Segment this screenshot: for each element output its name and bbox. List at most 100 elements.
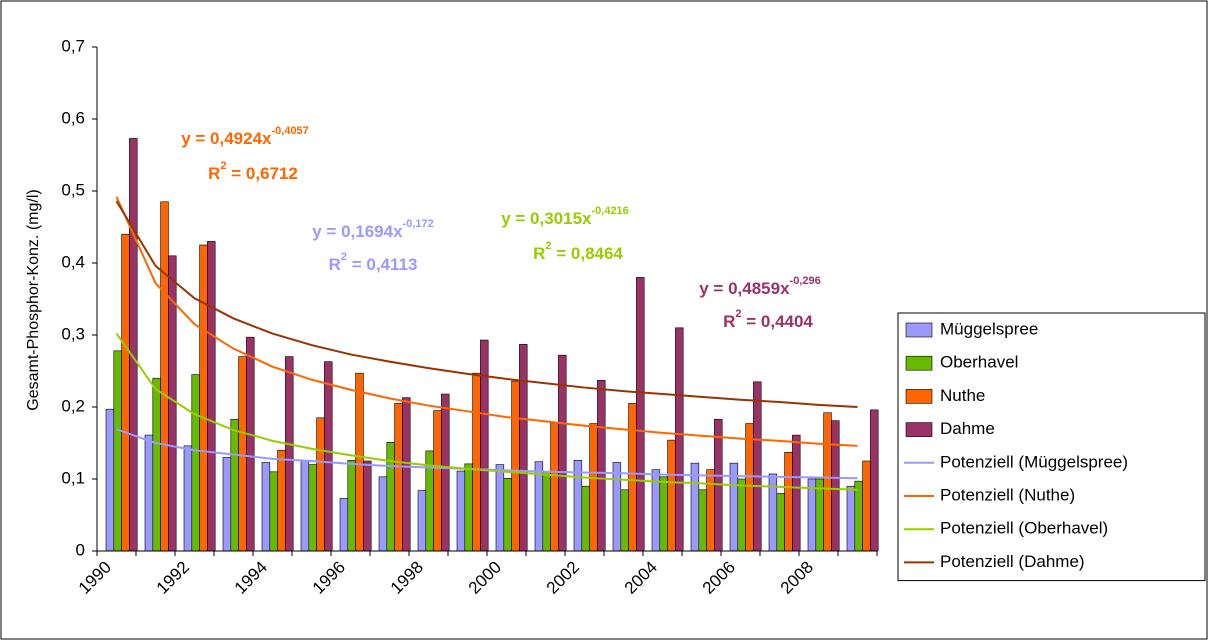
legend-label: Dahme — [940, 419, 995, 438]
bar — [402, 397, 411, 552]
bar — [870, 409, 879, 552]
legend-label: Oberhavel — [940, 353, 1018, 372]
bar — [690, 462, 700, 552]
bar — [386, 441, 395, 552]
bar — [831, 420, 840, 552]
equation-text: y = 0,1694x — [312, 222, 403, 241]
bar — [339, 498, 349, 552]
bar — [269, 471, 278, 552]
bar — [581, 485, 590, 552]
bar — [238, 356, 247, 552]
legend-label: Potenziell (Nuthe) — [940, 485, 1075, 504]
bar — [472, 372, 481, 552]
y-tick-label: 0,1 — [61, 468, 85, 487]
equation-exponent: -0,296 — [790, 275, 821, 287]
bar — [480, 339, 489, 552]
bar — [737, 478, 746, 552]
legend-label: Potenziell (Oberhavel) — [940, 519, 1108, 538]
r-text: R — [723, 312, 735, 331]
legend-swatch — [905, 389, 933, 404]
r-value: = 0,4404 — [742, 312, 814, 331]
bar — [433, 410, 442, 552]
y-tick-label: 0,2 — [61, 396, 85, 415]
bar — [854, 480, 863, 552]
bar — [324, 361, 333, 552]
r-sup: 2 — [735, 308, 741, 320]
equation-text: y = 0,3015x — [501, 209, 592, 228]
legend-label: Müggelspree — [940, 319, 1038, 338]
bar — [129, 138, 138, 552]
bar — [199, 244, 208, 552]
r-value: = 0,8464 — [552, 244, 624, 263]
equation-exponent: -0,4216 — [591, 205, 628, 217]
y-tick-label: 0,4 — [61, 252, 85, 271]
bar — [300, 459, 310, 552]
bar — [745, 423, 754, 552]
trend-equation: y = 0,4924x-0,4057 — [181, 125, 309, 149]
y-tick-label: 0,5 — [61, 180, 85, 199]
bar — [152, 377, 161, 552]
r-sup: 2 — [545, 240, 551, 252]
trend-equation: y = 0,1694x-0,172 — [312, 218, 433, 242]
bar — [768, 473, 778, 552]
bar — [246, 336, 255, 552]
bar — [355, 372, 364, 552]
trend-equation: y = 0,3015x-0,4216 — [501, 205, 629, 229]
r-value: = 0,4113 — [347, 255, 417, 274]
trend-equation: y = 0,4859x-0,296 — [699, 275, 820, 299]
bar — [308, 464, 317, 552]
trend-line — [115, 200, 858, 408]
y-tick-label: 0,3 — [61, 324, 85, 343]
y-tick-label: 0,6 — [61, 108, 85, 127]
bar — [542, 471, 551, 552]
r-text: R — [208, 164, 220, 183]
bar — [815, 478, 824, 552]
bar — [807, 478, 817, 552]
bar — [659, 476, 668, 552]
bar — [285, 356, 294, 552]
bar — [573, 459, 583, 552]
bar — [503, 477, 512, 552]
bar — [378, 476, 388, 552]
y-tick-label: 0,7 — [61, 36, 85, 55]
bar — [191, 374, 200, 552]
bar — [183, 445, 193, 552]
bar — [706, 469, 715, 552]
bar — [862, 460, 871, 552]
bar — [144, 434, 154, 552]
trend-line — [115, 332, 858, 491]
equation-text: y = 0,4859x — [699, 279, 790, 298]
legend-swatch — [905, 355, 933, 371]
bar — [753, 381, 762, 552]
bar — [823, 412, 832, 552]
legend-swatch — [905, 322, 933, 338]
bar — [776, 493, 785, 552]
r-sup: 2 — [220, 160, 226, 172]
bar — [456, 470, 466, 552]
legend-label: Potenziell (Dahme) — [940, 552, 1085, 571]
y-axis-title: Gesamt-Phosphor-Konz. (mg/l) — [25, 189, 42, 410]
equation-exponent: -0,4057 — [271, 125, 308, 137]
bar — [394, 403, 403, 552]
bar — [105, 408, 115, 552]
bar — [698, 489, 707, 552]
bar — [667, 439, 676, 552]
bar — [347, 459, 356, 552]
equation-exponent: -0,172 — [403, 218, 434, 230]
bar — [589, 423, 598, 552]
bar — [464, 463, 473, 552]
bar — [441, 393, 450, 552]
r-value: = 0,6712 — [227, 164, 298, 183]
bar — [230, 418, 239, 552]
bar — [277, 449, 286, 552]
bar — [628, 403, 637, 552]
bar — [597, 380, 606, 552]
r-squared: R2 = 0,4113 — [329, 251, 418, 275]
bar — [519, 344, 528, 552]
bar — [784, 452, 793, 552]
y-tick-label: 0 — [76, 540, 85, 559]
r-squared: R2 = 0,6712 — [208, 160, 298, 184]
bar — [612, 462, 622, 552]
bar — [792, 434, 801, 552]
